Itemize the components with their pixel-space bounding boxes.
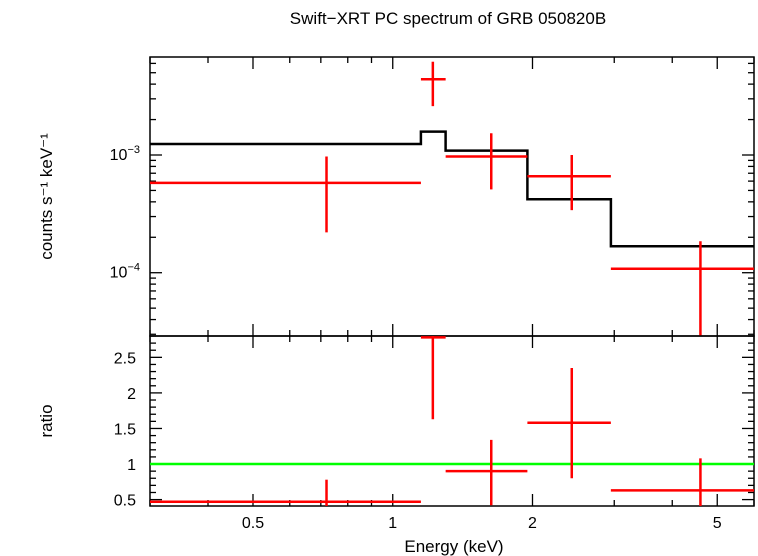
x-tick-label: 5 — [713, 515, 722, 532]
ratio-x-ticks — [149, 336, 755, 506]
spectrum-x-ticks — [149, 57, 755, 336]
data-point — [150, 156, 421, 233]
data-point — [527, 154, 611, 211]
spectrum-y-tick-labels: 10−3 10−4 — [110, 144, 140, 282]
ratio-panel-frame — [149, 335, 755, 507]
y-tick-label: 1.5 — [114, 421, 136, 438]
data-point — [527, 368, 611, 479]
y-tick-label: 2.5 — [114, 350, 136, 367]
ratio-y-tick-labels: 0.5 1 1.5 2 2.5 — [114, 350, 136, 509]
y-tick-label: 10−3 — [110, 144, 140, 164]
data-point — [610, 241, 754, 336]
data-point — [610, 458, 754, 506]
y-tick-label: 0.5 — [114, 493, 136, 510]
data-point — [420, 336, 446, 420]
ratio-panel: 0.5 1 1.5 2 2.5 0.5 1 2 5 ratio — [37, 335, 755, 532]
y-tick-label: 2 — [127, 386, 136, 403]
chart-title: Swift−XRT PC spectrum of GRB 050820B — [290, 9, 606, 28]
x-axis-label: Energy (keV) — [404, 537, 503, 556]
x-tick-labels: 0.5 1 2 5 — [242, 515, 722, 532]
x-tick-label: 0.5 — [242, 515, 264, 532]
data-point — [445, 439, 528, 506]
ratio-data-points — [150, 336, 754, 506]
spectrum-data-points — [150, 61, 754, 336]
ratio-y-axis-label: ratio — [37, 404, 56, 437]
data-point — [420, 61, 446, 107]
spectrum-model-curve — [150, 130, 754, 248]
spectrum-panel: 10−3 10−4 counts s⁻¹ keV⁻¹ — [37, 56, 755, 337]
spectrum-panel-frame — [149, 56, 755, 337]
x-tick-label: 1 — [388, 515, 397, 532]
y-tick-label: 10−4 — [110, 262, 140, 282]
data-point — [150, 479, 421, 506]
x-tick-label: 2 — [528, 515, 537, 532]
model-step-line — [150, 130, 754, 248]
y-tick-label: 1 — [127, 457, 136, 474]
spectrum-y-axis-label: counts s⁻¹ keV⁻¹ — [37, 133, 56, 260]
spectrum-y-ticks — [150, 62, 754, 335]
ratio-y-ticks — [150, 335, 754, 501]
data-point — [445, 133, 528, 190]
